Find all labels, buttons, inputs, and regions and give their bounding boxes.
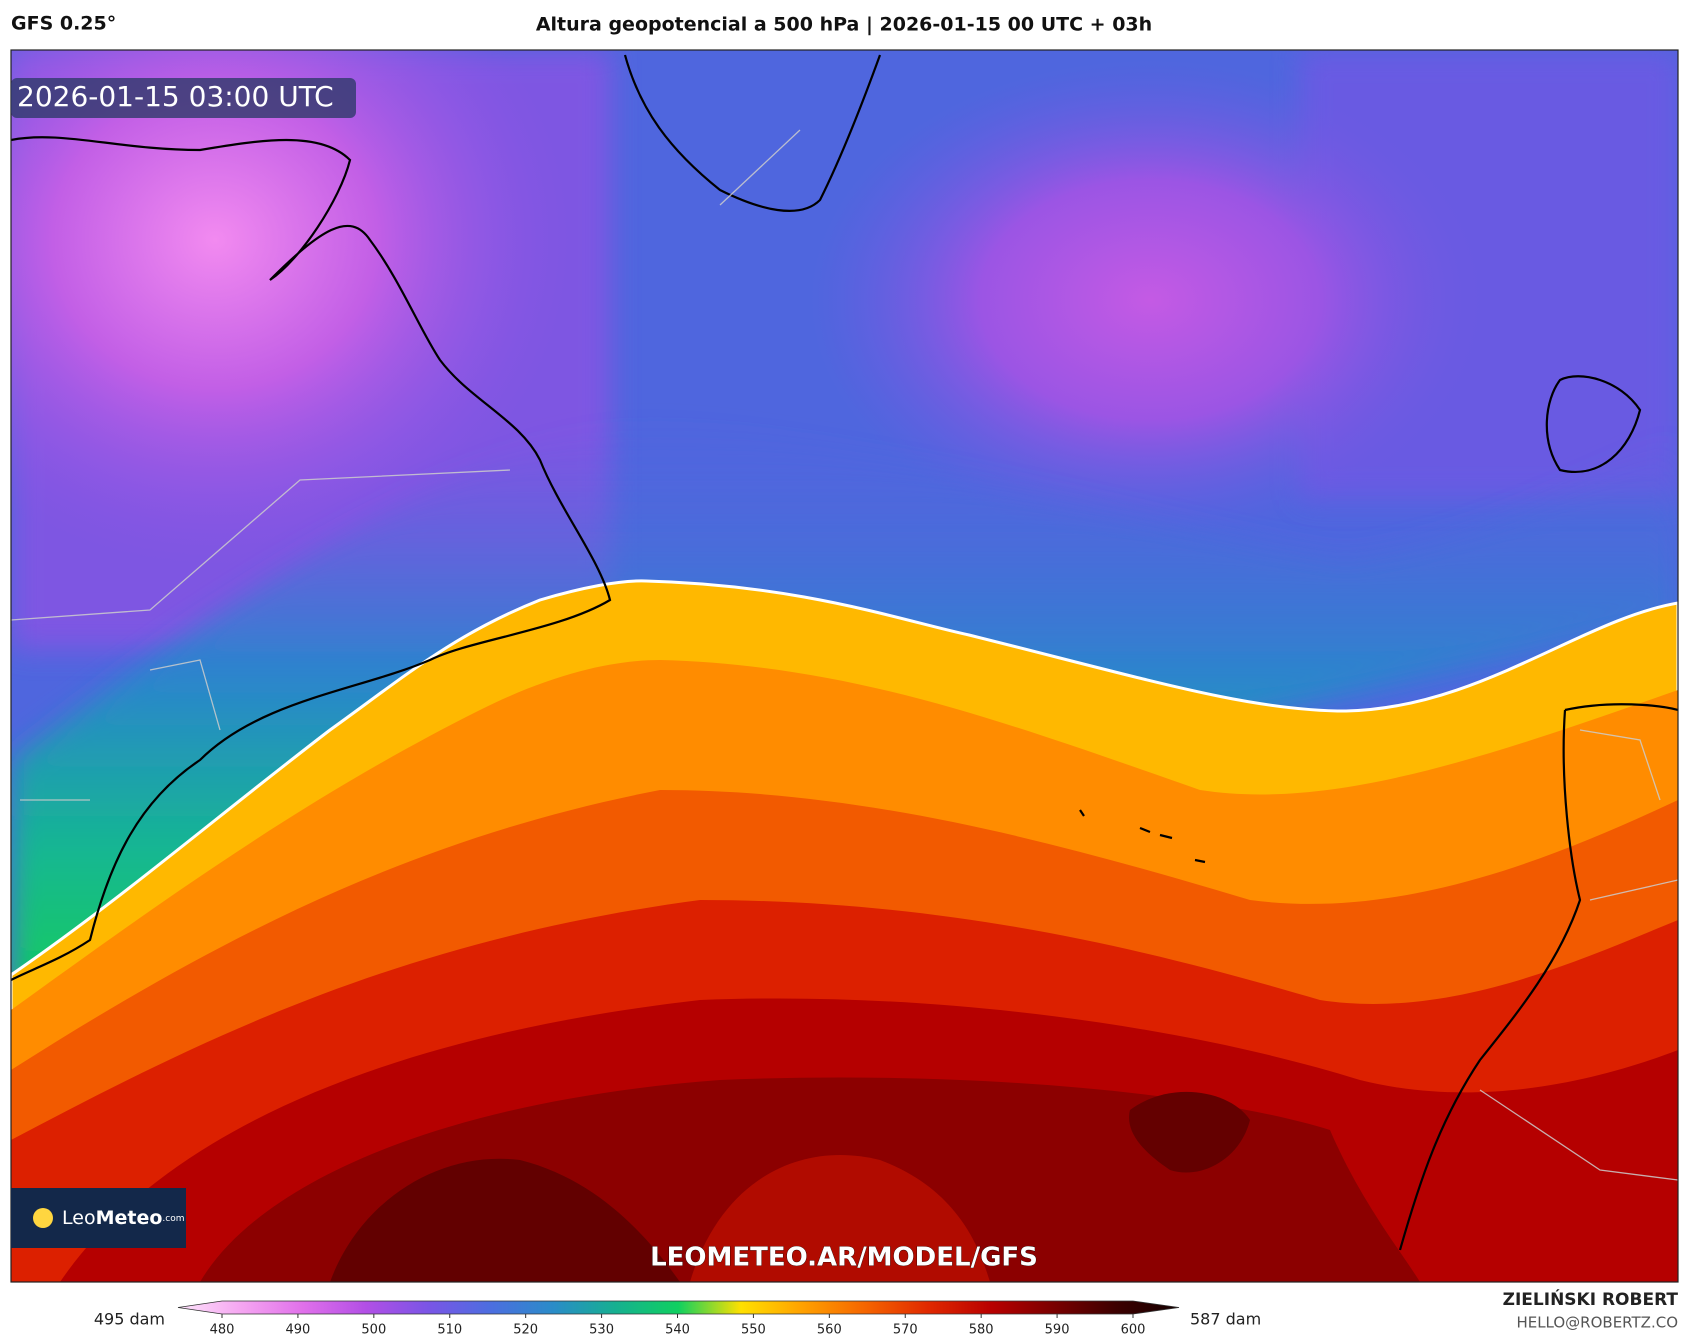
colorbar-max-label: 587 dam [1190,1310,1261,1329]
logo-meteo: Meteo [96,1207,163,1229]
colorbar-tick-label: 590 [1045,1323,1070,1338]
colorbar-tick-label: 480 [210,1323,235,1338]
colorbar-tick-label: 560 [817,1323,842,1338]
model-label: GFS 0.25° [11,13,116,35]
timestamp-box [11,78,356,118]
colorbar [177,1300,1180,1315]
coastline [11,54,1678,1251]
colorbar-min-label: 495 dam [94,1310,165,1329]
logo-sun [33,1208,53,1228]
map-title: Altura geopotencial a 500 hPa | 2026-01-… [536,14,1152,36]
colorbar-tick-label: 550 [741,1323,766,1338]
map-frame [10,49,1679,1283]
colorbar-tick-label: 520 [513,1323,538,1338]
logo-leo: Leo [62,1207,96,1229]
map-field [11,50,1678,1282]
colorbar-tick-label: 500 [361,1323,386,1338]
author: ZIELIŃSKI ROBERT [1503,1288,1679,1310]
email: HELLO@ROBERTZ.CO [1516,1314,1678,1332]
logo-text: LeoMeteo.com [62,1207,185,1229]
logo-suffix: .com [162,1214,184,1224]
colorbar-tick-label: 580 [969,1323,994,1338]
colorbar-tick-label: 540 [665,1323,690,1338]
colorbar-tick-label: 510 [437,1323,462,1338]
colorbar-tick-label: 490 [286,1323,311,1338]
colorbar-tick-label: 600 [1121,1323,1146,1338]
timestamp: 2026-01-15 03:00 UTC [17,80,334,113]
colorbar-tick-label: 530 [589,1323,614,1338]
colorbar-tick-label: 570 [893,1323,918,1338]
borders [11,129,1678,1181]
url-label: LEOMETEO.AR/MODEL/GFS [650,1243,1038,1273]
